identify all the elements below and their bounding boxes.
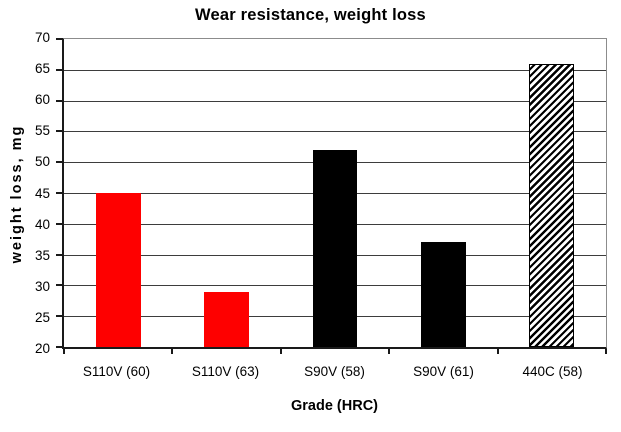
x-axis-title: Grade (HRC): [290, 398, 378, 414]
bar-s90v-58: [312, 149, 358, 347]
x-axis-tick: [63, 349, 65, 354]
plot-area: [56, 38, 607, 354]
y-axis-tick: [56, 222, 63, 225]
x-axis-tick-label: S110V (63): [191, 364, 260, 379]
y-axis-tick-label: 25: [34, 309, 50, 325]
bar-s90v-61: [421, 242, 466, 347]
bar-s110v-60: [95, 193, 141, 347]
x-axis-tick: [279, 349, 282, 354]
bar-s110v-63: [204, 291, 249, 347]
y-axis-tick-label: 45: [34, 185, 50, 201]
y-axis-tick-label: 50: [34, 154, 50, 170]
y-axis-tick: [56, 192, 63, 194]
gridline: [64, 131, 606, 133]
y-axis-tick: [56, 346, 63, 348]
x-axis-tick-label: S90V (61): [413, 364, 474, 379]
y-axis-tick-label: 60: [34, 92, 50, 108]
y-axis-tick: [56, 99, 63, 102]
chart-title: Wear resistance, weight loss: [195, 6, 426, 24]
x-axis-tick: [171, 349, 174, 354]
y-axis-tick-label: 55: [34, 123, 50, 139]
y-axis-tick-label: 35: [34, 247, 50, 263]
x-axis-tick: [605, 349, 607, 354]
x-axis-labels: S110V (60) S110V (63) S90V (58) S90V (61) 44…: [62, 363, 607, 381]
y-axis-tick-label: 20: [34, 341, 50, 356]
x-axis-tick: [388, 349, 391, 354]
x-axis-tick-label: 440C (58): [522, 364, 583, 379]
x-axis-tick-label: S90V (58): [304, 364, 365, 379]
y-axis-tick: [56, 253, 63, 256]
y-axis-tick-label: 40: [34, 216, 50, 232]
gridline: [64, 100, 606, 102]
x-axis-tick-label: S110V (60): [82, 364, 151, 379]
bar-440c-58: [529, 63, 575, 347]
y-axis-tick: [56, 68, 63, 71]
gridline: [64, 69, 606, 71]
y-axis-tick: [56, 130, 63, 133]
y-axis-tick: [56, 315, 63, 318]
y-axis-tick-label: 65: [34, 61, 50, 77]
y-axis-tick: [56, 38, 63, 40]
y-axis-labels: 20 25 30 35 40 45 50 55 60 65 70: [0, 30, 50, 356]
y-axis-tick: [56, 161, 63, 164]
y-axis-tick: [56, 284, 63, 287]
y-axis-tick-label: 30: [34, 278, 50, 294]
x-axis-tick: [496, 349, 499, 354]
y-axis-tick-label: 70: [34, 30, 50, 45]
